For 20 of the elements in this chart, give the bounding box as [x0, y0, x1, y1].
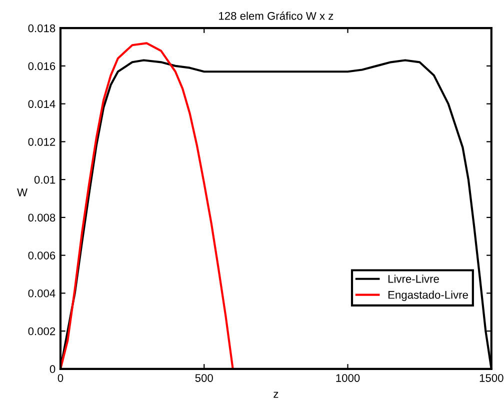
y-tick-label: 0.006	[28, 252, 56, 260]
legend-label: Livre-Livre	[388, 274, 439, 283]
y-tick-label: 0.01	[34, 176, 56, 184]
y-tick-label: 0.012	[28, 138, 56, 146]
y-axis-title: W	[17, 188, 28, 196]
y-tick-label: 0.008	[28, 214, 56, 222]
y-tick-label: 0.014	[28, 100, 56, 108]
y-tick-label: 0.018	[28, 24, 56, 32]
x-tick-label: 1500	[480, 374, 504, 382]
y-tick-label: 0	[50, 365, 56, 374]
y-tick-label: 0.004	[28, 289, 56, 298]
x-tick-label: 1000	[336, 374, 360, 382]
y-tick-label: 0.016	[28, 62, 56, 70]
x-axis-title: z	[274, 392, 278, 398]
x-tick-label: 0	[58, 374, 64, 382]
chart-title: 128 elem Gráfico W x z	[219, 12, 334, 20]
legend-label: Engastado-Livre	[388, 290, 468, 301]
x-tick-label: 500	[195, 374, 213, 382]
y-tick-label: 0.002	[28, 327, 56, 336]
line-series	[60, 42, 234, 369]
